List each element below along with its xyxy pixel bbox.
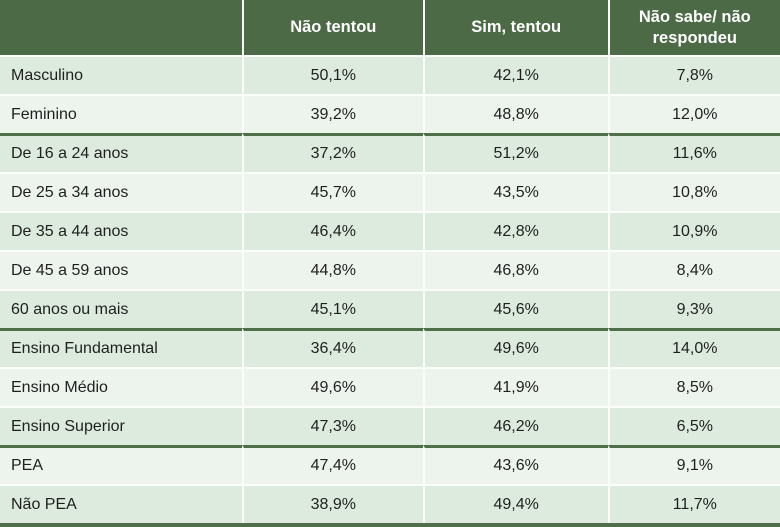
row-label: De 16 a 24 anos — [0, 133, 242, 172]
value-cell: 8,5% — [607, 367, 780, 406]
row-label: De 25 a 34 anos — [0, 172, 242, 211]
value-cell: 49,6% — [422, 328, 608, 367]
table-row-pea: PEA 47,4% 43,6% 9,1% — [0, 445, 780, 484]
value-cell: 43,5% — [422, 172, 608, 211]
table-row-16-24: De 16 a 24 anos 37,2% 51,2% 11,6% — [0, 133, 780, 172]
value-cell: 41,9% — [422, 367, 608, 406]
column-header-nao-sabe: Não sabe/ não respondeu — [607, 0, 780, 55]
value-cell: 43,6% — [422, 445, 608, 484]
header-row: Não tentou Sim, tentou Não sabe/ não res… — [0, 0, 780, 55]
table-row-60-mais: 60 anos ou mais 45,1% 45,6% 9,3% — [0, 289, 780, 328]
value-cell: 14,0% — [607, 328, 780, 367]
value-cell: 10,9% — [607, 211, 780, 250]
row-label: Feminino — [0, 94, 242, 133]
value-cell: 11,7% — [607, 484, 780, 523]
table-row-fundamental: Ensino Fundamental 36,4% 49,6% 14,0% — [0, 328, 780, 367]
row-label: De 35 a 44 anos — [0, 211, 242, 250]
value-cell: 50,1% — [241, 55, 423, 94]
table-row-nao-pea: Não PEA 38,9% 49,4% 11,7% — [0, 484, 780, 523]
value-cell: 46,4% — [241, 211, 423, 250]
column-header-nao-tentou: Não tentou — [241, 0, 423, 55]
value-cell: 37,2% — [241, 133, 423, 172]
value-cell: 12,0% — [607, 94, 780, 133]
table-row-superior: Ensino Superior 47,3% 46,2% 6,5% — [0, 406, 780, 445]
value-cell: 46,2% — [422, 406, 608, 445]
value-cell: 48,8% — [422, 94, 608, 133]
row-label: Ensino Médio — [0, 367, 242, 406]
value-cell: 7,8% — [607, 55, 780, 94]
table-row-masculino: Masculino 50,1% 42,1% 7,8% — [0, 55, 780, 94]
corner-cell — [0, 0, 242, 55]
row-label: 60 anos ou mais — [0, 289, 242, 328]
value-cell: 36,4% — [241, 328, 423, 367]
table-row-35-44: De 35 a 44 anos 46,4% 42,8% 10,9% — [0, 211, 780, 250]
row-label: Ensino Fundamental — [0, 328, 242, 367]
value-cell: 42,1% — [422, 55, 608, 94]
value-cell: 9,3% — [607, 289, 780, 328]
value-cell: 47,3% — [241, 406, 423, 445]
row-label: Não PEA — [0, 484, 242, 523]
value-cell: 45,7% — [241, 172, 423, 211]
value-cell: 11,6% — [607, 133, 780, 172]
value-cell: 42,8% — [422, 211, 608, 250]
column-header-sim-tentou: Sim, tentou — [422, 0, 608, 55]
value-cell: 49,4% — [422, 484, 608, 523]
row-label: De 45 a 59 anos — [0, 250, 242, 289]
value-cell: 10,8% — [607, 172, 780, 211]
row-label: Masculino — [0, 55, 242, 94]
value-cell: 9,1% — [607, 445, 780, 484]
table-row-medio: Ensino Médio 49,6% 41,9% 8,5% — [0, 367, 780, 406]
value-cell: 38,9% — [241, 484, 423, 523]
value-cell: 44,8% — [241, 250, 423, 289]
value-cell: 45,1% — [241, 289, 423, 328]
value-cell: 49,6% — [241, 367, 423, 406]
value-cell: 8,4% — [607, 250, 780, 289]
value-cell: 45,6% — [422, 289, 608, 328]
table-row-25-34: De 25 a 34 anos 45,7% 43,5% 10,8% — [0, 172, 780, 211]
table-row-45-59: De 45 a 59 anos 44,8% 46,8% 8,4% — [0, 250, 780, 289]
value-cell: 51,2% — [422, 133, 608, 172]
row-label: Ensino Superior — [0, 406, 242, 445]
value-cell: 6,5% — [607, 406, 780, 445]
table-row-feminino: Feminino 39,2% 48,8% 12,0% — [0, 94, 780, 133]
value-cell: 47,4% — [241, 445, 423, 484]
value-cell: 46,8% — [422, 250, 608, 289]
row-label: PEA — [0, 445, 242, 484]
value-cell: 39,2% — [241, 94, 423, 133]
